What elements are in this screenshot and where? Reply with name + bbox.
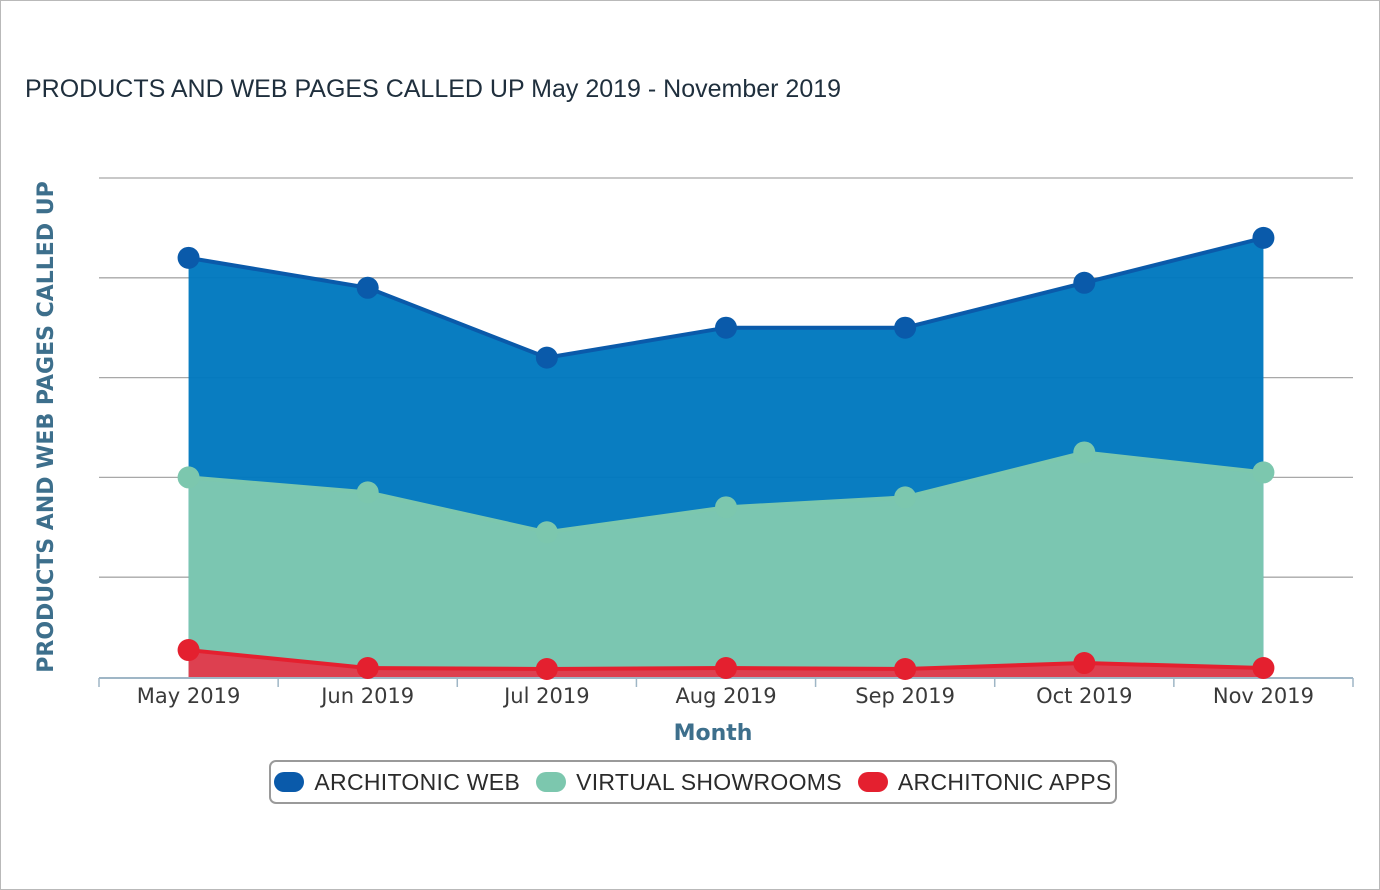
x-tick-label: Aug 2019 bbox=[675, 684, 776, 708]
chart-title: PRODUCTS AND WEB PAGES CALLED UP May 201… bbox=[25, 75, 842, 103]
x-tick-label: Jun 2019 bbox=[319, 684, 414, 708]
legend-item-architonic-apps[interactable]: ARCHITONIC APPS bbox=[857, 768, 1112, 796]
legend-swatch bbox=[274, 772, 305, 792]
legend-swatch bbox=[536, 772, 567, 792]
x-tick-label: May 2019 bbox=[137, 684, 241, 708]
data-point-virtual-showrooms[interactable] bbox=[1073, 441, 1096, 464]
data-point-architonic-apps[interactable] bbox=[177, 639, 200, 662]
x-axis: May 2019 Jun 2019 Jul 2019 Aug 2019 Sep 2019… bbox=[98, 677, 1354, 708]
data-point-virtual-showrooms[interactable] bbox=[1252, 461, 1275, 484]
legend-item-virtual-showrooms[interactable]: VIRTUAL SHOWROOMS bbox=[536, 769, 842, 796]
y-axis-label: PRODUCTS AND WEB PAGES CALLED UP bbox=[34, 181, 59, 673]
x-tick-label: Nov 2019 bbox=[1213, 684, 1314, 708]
data-point-architonic-apps[interactable] bbox=[356, 657, 379, 680]
x-tick-label: Sep 2019 bbox=[855, 684, 955, 708]
data-point-virtual-showrooms[interactable] bbox=[715, 496, 737, 519]
legend-swatch bbox=[857, 772, 888, 792]
x-tick-label: Jul 2019 bbox=[502, 684, 589, 708]
data-point-architonic-apps[interactable] bbox=[1073, 652, 1096, 675]
legend-label: ARCHITONIC WEB bbox=[314, 768, 521, 795]
legend-item-architonic-web[interactable]: ARCHITONIC WEB bbox=[274, 769, 520, 796]
data-point-architonic-web[interactable] bbox=[535, 346, 558, 369]
data-point-architonic-apps[interactable] bbox=[1252, 657, 1275, 680]
data-point-virtual-showrooms[interactable] bbox=[894, 486, 917, 509]
x-tick-label: Oct 2019 bbox=[1036, 684, 1132, 708]
x-axis-label: Month bbox=[674, 721, 753, 746]
legend-label: ARCHITONIC APPS bbox=[897, 768, 1112, 795]
data-point-architonic-apps[interactable] bbox=[535, 658, 558, 681]
area-virtual-showrooms[interactable] bbox=[188, 452, 1264, 677]
data-point-architonic-web[interactable] bbox=[1252, 226, 1275, 249]
data-point-architonic-apps[interactable] bbox=[894, 658, 917, 681]
data-point-architonic-apps[interactable] bbox=[715, 657, 737, 680]
series-markers bbox=[177, 226, 1275, 681]
data-point-virtual-showrooms[interactable] bbox=[535, 521, 558, 544]
legend-label: VIRTUAL SHOWROOMS bbox=[576, 768, 842, 795]
chart-legend[interactable]: ARCHITONIC WEB VIRTUAL SHOWROOMS ARCHITONI… bbox=[269, 760, 1117, 804]
series-areas bbox=[188, 237, 1264, 677]
data-point-architonic-web[interactable] bbox=[356, 276, 379, 299]
data-point-virtual-showrooms[interactable] bbox=[177, 466, 200, 489]
data-point-architonic-web[interactable] bbox=[715, 316, 737, 339]
data-point-architonic-web[interactable] bbox=[1073, 271, 1096, 294]
data-point-virtual-showrooms[interactable] bbox=[356, 481, 379, 504]
data-point-architonic-web[interactable] bbox=[894, 316, 917, 339]
data-point-architonic-web[interactable] bbox=[177, 246, 200, 269]
